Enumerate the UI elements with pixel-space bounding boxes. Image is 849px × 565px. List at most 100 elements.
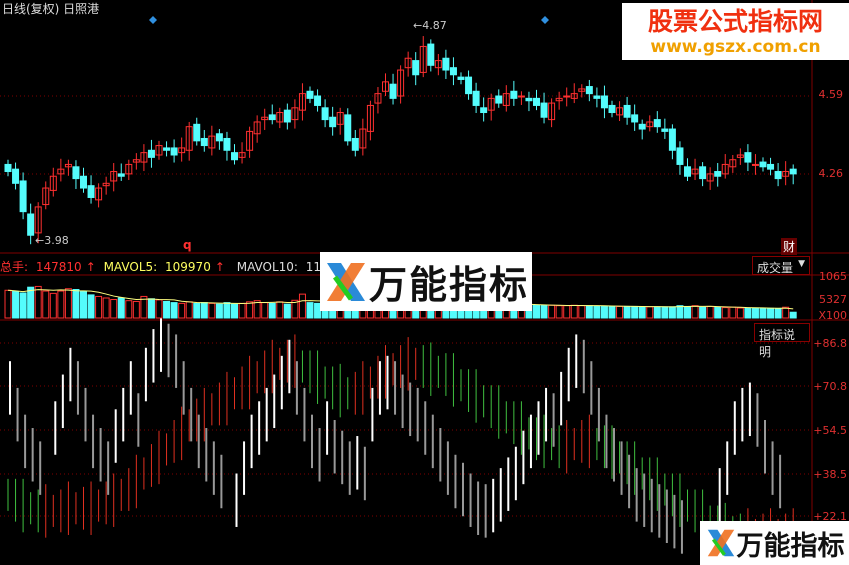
candle xyxy=(465,76,473,95)
volume-bar xyxy=(163,300,171,319)
candle xyxy=(238,152,246,158)
volume-bar xyxy=(646,306,654,319)
volume-bar xyxy=(193,302,201,319)
volume-bar xyxy=(102,297,110,319)
candle xyxy=(125,163,133,175)
candle xyxy=(178,147,186,154)
volume-bar xyxy=(231,303,238,319)
volume-bar xyxy=(684,305,691,319)
price-axis-label: 4.26 xyxy=(818,167,844,180)
candle xyxy=(676,147,684,165)
candle xyxy=(404,57,412,69)
candle xyxy=(533,97,540,106)
candle xyxy=(600,95,608,109)
candle xyxy=(329,116,337,128)
candle xyxy=(19,180,27,213)
candle xyxy=(72,166,80,180)
candle xyxy=(374,93,382,104)
diamond-marker-icon xyxy=(541,16,549,24)
finance-marker[interactable]: 财 xyxy=(781,238,798,255)
volume-bar xyxy=(223,302,231,319)
brand-logo-icon xyxy=(326,262,365,301)
volume-bar xyxy=(570,304,578,319)
volume-bar xyxy=(691,305,699,319)
candle xyxy=(246,130,254,151)
candle xyxy=(42,187,50,206)
volume-bar xyxy=(253,300,261,319)
candle xyxy=(427,43,435,66)
candle xyxy=(412,60,420,76)
volume-bar xyxy=(540,304,548,319)
candle xyxy=(344,114,352,142)
candle xyxy=(12,168,20,184)
candle xyxy=(525,97,533,102)
watermark-site: 股票公式指标网 www.gszx.com.cn xyxy=(622,3,849,60)
volume-bar xyxy=(616,305,624,319)
volume-bar xyxy=(706,305,714,319)
dropdown-arrow-icon: ▼ xyxy=(798,259,805,269)
volume-bar xyxy=(623,305,631,319)
watermark-main: 万能指标 xyxy=(320,252,532,311)
volume-bar xyxy=(87,294,95,319)
mavol5: MAVOL5: 109970 ↑ xyxy=(103,260,225,274)
volume-bar xyxy=(185,301,193,319)
event-marker-q[interactable]: q xyxy=(183,238,192,252)
volume-bar xyxy=(208,302,216,319)
candle xyxy=(608,104,616,114)
indicator-axis-label: +38.5 xyxy=(813,468,847,481)
candle xyxy=(714,171,722,177)
candle xyxy=(298,93,306,111)
candle xyxy=(661,128,669,132)
candle xyxy=(389,83,397,99)
candle xyxy=(684,166,691,177)
low-annotation: ←3.98 xyxy=(35,234,69,247)
volume-bar xyxy=(306,302,314,319)
candle xyxy=(653,119,661,128)
candle xyxy=(4,163,12,173)
candle xyxy=(472,90,480,106)
volume-bar xyxy=(638,306,646,319)
indicator-select-volume[interactable]: 成交量 ▼ xyxy=(752,256,810,275)
volume-bar xyxy=(661,306,669,319)
candle xyxy=(291,107,299,121)
candle xyxy=(351,137,359,151)
candle xyxy=(80,175,87,189)
candle xyxy=(502,93,510,106)
candle xyxy=(729,159,737,168)
indicator-help-button[interactable]: 指标说明 xyxy=(754,323,810,359)
candle xyxy=(261,116,269,121)
volume-bar xyxy=(140,295,148,319)
candle xyxy=(623,104,631,118)
candle xyxy=(215,133,223,142)
candle xyxy=(132,159,140,163)
volume-bar xyxy=(578,305,586,319)
indicator-axis-label: +54.5 xyxy=(813,424,847,437)
volume-bar xyxy=(548,304,556,319)
candle xyxy=(449,67,457,76)
candle xyxy=(49,175,57,191)
price-axis-label: 4.59 xyxy=(818,88,844,101)
volume-bar xyxy=(291,299,299,319)
volume-bar xyxy=(155,299,163,319)
volume-bar xyxy=(533,304,540,319)
volume-bar xyxy=(767,307,775,319)
candle xyxy=(102,182,110,187)
candle xyxy=(593,95,601,99)
volume-bar xyxy=(215,303,223,319)
candle xyxy=(555,97,563,102)
volume-bar xyxy=(736,307,744,319)
volume-bar xyxy=(110,299,118,319)
candle xyxy=(668,128,676,151)
volume-header: 总手: 147810↑ MAVOL5: 109970↑ MAVOL10: 11.… xyxy=(0,258,374,275)
high-annotation: ←4.87 xyxy=(413,19,447,32)
volume-bar xyxy=(268,302,276,319)
candle xyxy=(782,171,790,177)
candle xyxy=(495,95,503,104)
indicator-axis-label: +70.8 xyxy=(813,380,847,393)
candle xyxy=(359,128,367,149)
candle xyxy=(638,123,646,130)
candle xyxy=(434,60,442,69)
candle xyxy=(721,163,729,175)
volume-bar xyxy=(593,305,601,319)
